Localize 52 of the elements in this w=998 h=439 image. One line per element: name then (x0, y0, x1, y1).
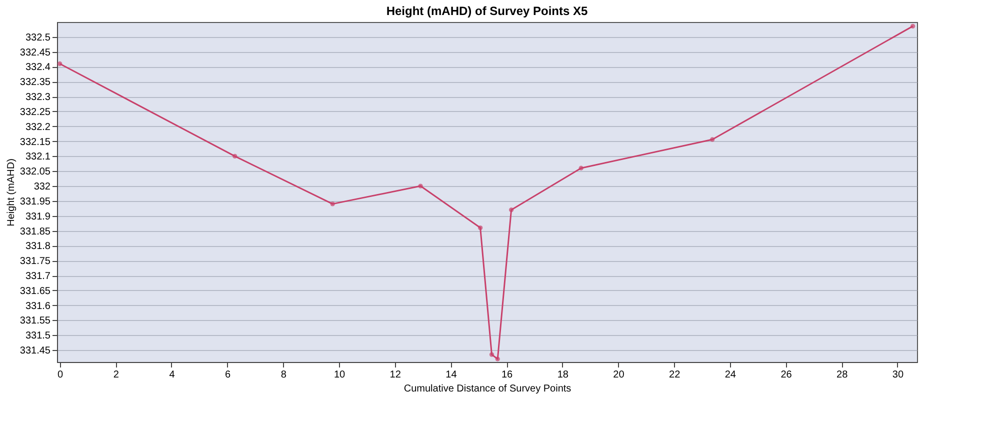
y-tick-label: 331.9 (25, 211, 51, 222)
x-tick-label: 10 (334, 370, 346, 380)
y-tick-label: 331.6 (25, 300, 51, 312)
y-tick-label: 332.25 (20, 106, 51, 118)
x-tick-label: 4 (169, 370, 176, 380)
chart-title: Height (mAHD) of Survey Points X5 (386, 4, 588, 18)
x-tick-label: 12 (390, 370, 402, 380)
y-tick-label: 332.4 (25, 62, 51, 74)
y-tick-label: 332.15 (20, 136, 51, 148)
point (478, 225, 483, 230)
point (418, 184, 423, 188)
x-tick-label: 0 (58, 370, 64, 380)
point (489, 352, 494, 357)
y-axis-title: Height (mAHD) (6, 158, 17, 226)
y-tick-label: 331.75 (20, 256, 51, 268)
x-axis-title: Cumulative Distance of Survey Points (404, 384, 572, 394)
y-tick-label: 332.05 (20, 166, 51, 178)
x-tick-label: 20 (613, 370, 625, 380)
x-tick-label: 6 (225, 370, 232, 380)
x-tick-label: 8 (280, 370, 287, 380)
point (330, 202, 335, 206)
y-tick-label: 331.7 (25, 271, 51, 282)
y-tick-label: 331.65 (20, 286, 51, 297)
x-tick-label: 2 (113, 370, 120, 380)
y-tick-label: 331.45 (20, 346, 51, 357)
point (910, 24, 916, 29)
y-tick-label: 332.5 (25, 32, 51, 44)
x-tick-label: 28 (836, 370, 848, 380)
y-tick-label: 331.85 (20, 226, 51, 238)
point (57, 61, 62, 66)
y-tick-label: 332.45 (20, 47, 51, 58)
y-tick-label: 332 (34, 182, 51, 193)
x-tick-label: 24 (724, 370, 736, 380)
y-tick-label: 331.8 (25, 241, 51, 252)
x-tick-label: 18 (557, 370, 569, 380)
y-tick-label: 331.5 (25, 330, 51, 342)
x-tick-label: 30 (892, 370, 904, 380)
x-tick-label: 16 (501, 370, 514, 380)
point (578, 166, 584, 170)
point (232, 154, 238, 159)
y-tick-label: 332.2 (25, 122, 51, 133)
x-tick-label: 26 (780, 370, 792, 380)
point (495, 356, 500, 362)
y-tick-label: 331.95 (20, 196, 51, 208)
y-tick-label: 332.1 (25, 152, 51, 163)
x-tick-label: 22 (669, 370, 681, 380)
y-tick-label: 332.35 (20, 77, 51, 88)
point (508, 208, 514, 212)
y-tick-label: 332.3 (25, 92, 51, 104)
y-tick-label: 331.55 (20, 316, 51, 327)
x-tick-label: 14 (446, 370, 458, 380)
point (710, 137, 715, 142)
